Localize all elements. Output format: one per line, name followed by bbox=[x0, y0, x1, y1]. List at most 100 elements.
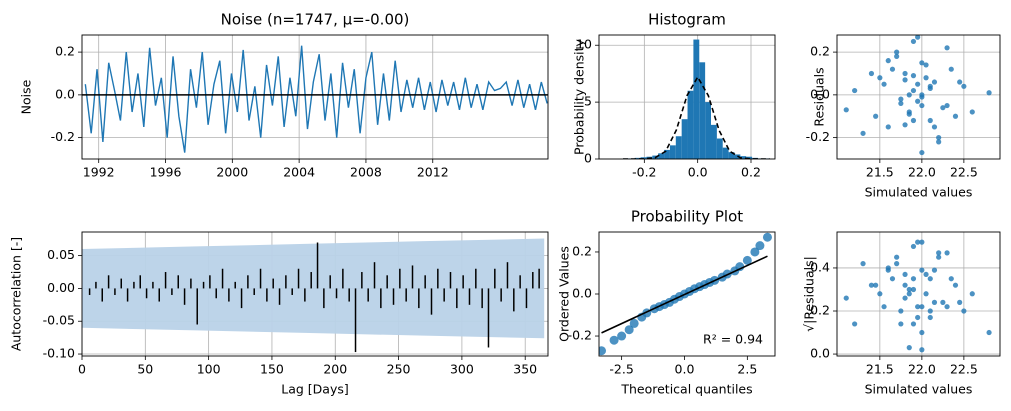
panel-title: Histogram bbox=[648, 11, 726, 29]
x-tick-label: 2000 bbox=[216, 165, 248, 180]
x-tick-label: 300 bbox=[450, 362, 474, 377]
point bbox=[948, 276, 954, 282]
y-tick-label: -0.2 bbox=[568, 328, 592, 343]
point bbox=[927, 308, 933, 314]
y-tick-label: 0.0 bbox=[810, 346, 830, 361]
point bbox=[986, 90, 992, 96]
y-tick-label: 0.0 bbox=[572, 286, 592, 301]
y-tick-label: 0.0 bbox=[55, 86, 75, 101]
point bbox=[910, 243, 917, 250]
point bbox=[927, 276, 933, 282]
point bbox=[969, 109, 975, 115]
point bbox=[894, 254, 900, 260]
fit-line bbox=[601, 255, 768, 334]
x-tick-label: 0.0 bbox=[675, 362, 695, 377]
plot-area bbox=[599, 232, 772, 356]
panel: -0.2 0.0 0.2 0 5 10 Histogram Probability densi… bbox=[572, 11, 776, 180]
axes-frame bbox=[598, 34, 776, 160]
point bbox=[919, 267, 925, 273]
point bbox=[936, 139, 942, 145]
point bbox=[986, 329, 992, 336]
point bbox=[915, 314, 921, 321]
axes-frame bbox=[598, 231, 776, 357]
noise-line bbox=[84, 45, 548, 153]
y-tick-label: -0.05 bbox=[43, 313, 75, 328]
y-axis-label: Noise bbox=[19, 79, 34, 114]
histogram-bar bbox=[746, 156, 753, 159]
y-tick-label: 0.2 bbox=[572, 243, 592, 258]
point bbox=[902, 271, 908, 278]
point bbox=[915, 304, 921, 310]
x-tick-label: 2004 bbox=[283, 165, 315, 180]
point bbox=[927, 117, 933, 124]
y-tick-label: -0.2 bbox=[51, 129, 75, 144]
histogram-bar bbox=[634, 157, 641, 159]
point bbox=[843, 295, 849, 301]
histogram-bar bbox=[728, 152, 735, 159]
y-tick-label: 0.2 bbox=[810, 303, 830, 318]
point bbox=[873, 282, 879, 288]
point bbox=[885, 58, 891, 64]
point bbox=[898, 321, 904, 327]
x-tick-label: 1992 bbox=[83, 165, 115, 180]
point bbox=[923, 291, 929, 297]
annotation: R² = 0.94 bbox=[703, 332, 763, 347]
point bbox=[948, 66, 954, 72]
panel: -2.5 0.0 2.5 -0.2 0.0 0.2 R² = 0.94 Probability… bbox=[557, 208, 776, 397]
point bbox=[961, 83, 967, 89]
point bbox=[944, 304, 950, 310]
point bbox=[940, 299, 946, 305]
point bbox=[906, 92, 912, 98]
point bbox=[868, 282, 875, 288]
point bbox=[915, 35, 921, 40]
point bbox=[923, 75, 929, 81]
point bbox=[919, 94, 925, 100]
point bbox=[609, 335, 619, 345]
panel-title: Noise (n=1747, μ=-0.00) bbox=[221, 11, 410, 29]
point bbox=[750, 247, 760, 257]
plot-area bbox=[837, 35, 1000, 159]
axes-frame bbox=[81, 231, 549, 357]
histogram-bar bbox=[693, 39, 700, 159]
y-tick-label: 0.4 bbox=[810, 259, 830, 274]
point bbox=[910, 286, 917, 293]
point bbox=[952, 282, 959, 288]
x-tick-label: 200 bbox=[323, 362, 347, 377]
point bbox=[919, 149, 925, 156]
point bbox=[915, 239, 921, 245]
x-tick-label: 0 bbox=[78, 362, 86, 377]
point bbox=[902, 295, 908, 301]
point bbox=[868, 70, 875, 77]
x-tick-label: 2012 bbox=[417, 165, 449, 180]
point bbox=[957, 79, 963, 85]
point bbox=[877, 75, 883, 81]
point bbox=[910, 321, 917, 327]
point bbox=[894, 49, 900, 55]
x-axis-label: Theoretical quantiles bbox=[620, 382, 752, 397]
plot-area bbox=[837, 232, 1000, 356]
y-tick-label: 0.00 bbox=[47, 280, 75, 295]
point bbox=[919, 347, 925, 353]
point bbox=[629, 318, 639, 328]
y-axis-label: Residuals bbox=[812, 67, 827, 126]
point bbox=[910, 87, 917, 94]
panel: 21.5 22.0 22.5 -0.2 0.0 0.2 Simulated values Re… bbox=[806, 34, 1001, 200]
y-tick-label: 10 bbox=[576, 37, 592, 52]
point bbox=[624, 325, 634, 335]
panel-title: Probability Plot bbox=[631, 208, 743, 226]
point bbox=[881, 81, 887, 87]
point bbox=[894, 261, 900, 267]
y-tick-label: 5 bbox=[584, 94, 592, 109]
point bbox=[852, 321, 858, 327]
histogram-bar bbox=[705, 102, 711, 159]
point bbox=[961, 308, 967, 314]
histogram-bar bbox=[664, 149, 670, 159]
point bbox=[906, 286, 912, 293]
x-tick-label: 0.2 bbox=[741, 165, 761, 180]
point bbox=[860, 261, 866, 267]
y-axis-label: Ordered Values bbox=[557, 246, 572, 342]
point bbox=[936, 135, 942, 141]
point bbox=[843, 107, 849, 113]
point bbox=[906, 291, 912, 297]
